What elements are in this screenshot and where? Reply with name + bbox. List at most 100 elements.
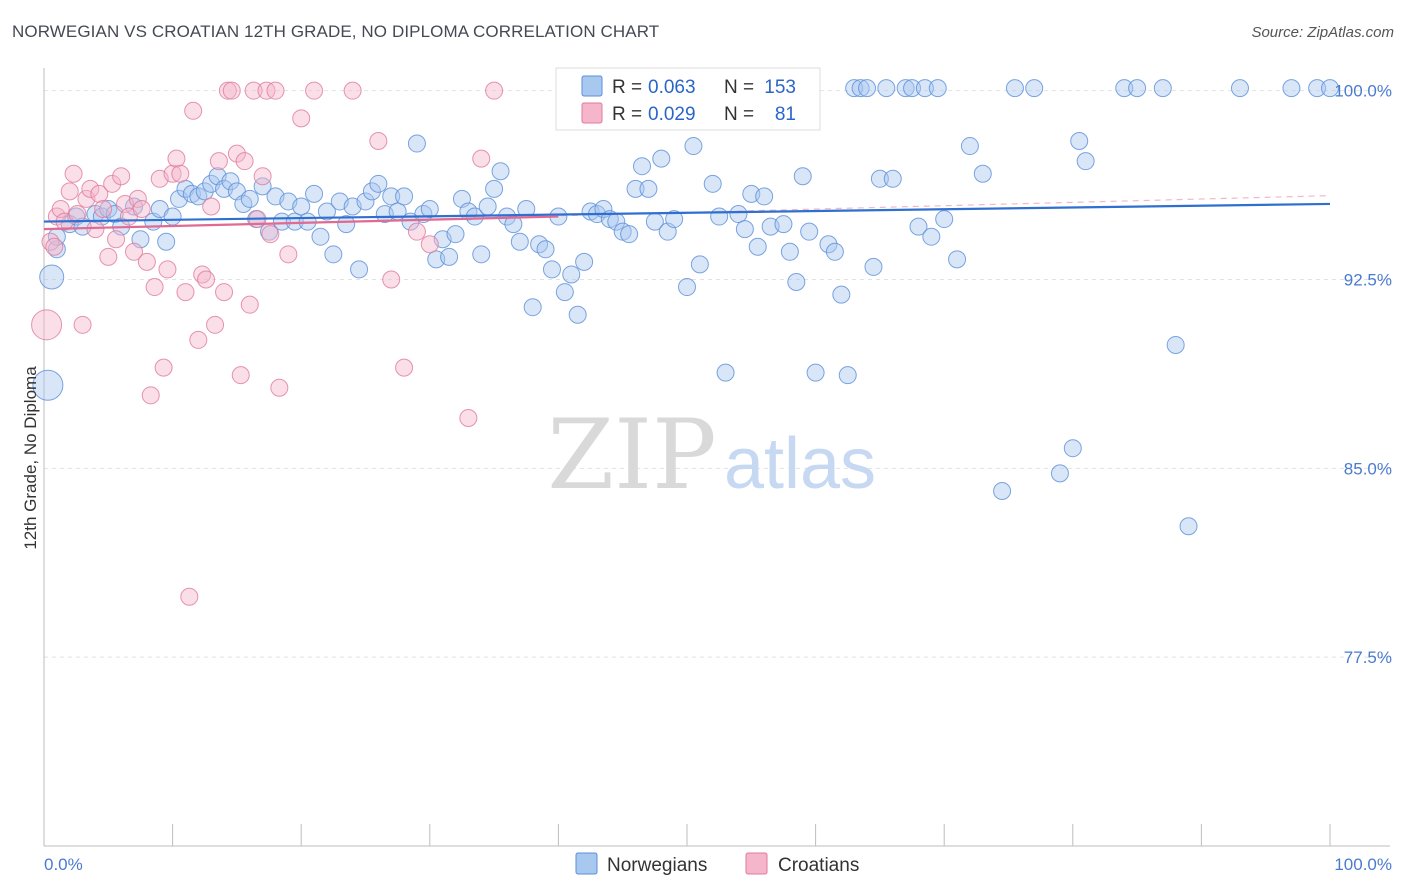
point-croatians	[472, 149, 491, 168]
point-croatians	[197, 270, 216, 289]
point-norwegians	[382, 187, 401, 206]
legend-r-value-2: 0.029	[648, 104, 696, 125]
point-norwegians	[864, 257, 883, 276]
point-norwegians	[317, 202, 336, 221]
point-norwegians	[324, 245, 343, 264]
point-norwegians	[407, 134, 426, 153]
point-norwegians	[819, 235, 838, 254]
point-croatians	[154, 358, 173, 377]
point-norwegians	[780, 242, 799, 261]
point-norwegians	[665, 210, 684, 229]
point-norwegians	[575, 252, 594, 271]
point-norwegians	[883, 169, 902, 188]
point-croatians	[270, 378, 289, 397]
point-croatians	[244, 81, 263, 100]
point-norwegians	[774, 215, 793, 234]
point-norwegians	[922, 227, 941, 246]
point-norwegians	[684, 137, 703, 156]
point-croatians	[407, 222, 426, 241]
point-norwegians	[1115, 79, 1134, 98]
point-croatians	[31, 309, 63, 341]
point-croatians	[231, 366, 250, 385]
point-norwegians	[1076, 152, 1095, 171]
point-norwegians	[1153, 79, 1172, 98]
point-norwegians	[838, 366, 857, 385]
point-norwegians	[491, 162, 510, 181]
x-tick-labels: 0.0% 100.0%	[44, 855, 1392, 874]
point-norwegians	[690, 255, 709, 274]
point-norwegians	[221, 172, 240, 191]
point-norwegians	[1179, 517, 1198, 536]
legend-r-label-2: R =	[612, 104, 642, 125]
point-norwegians	[960, 137, 979, 156]
point-norwegians	[729, 205, 748, 224]
point-norwegians	[909, 217, 928, 236]
legend-box: R = 0.063 N = 153 R = 0.029 N = 81	[555, 67, 821, 131]
point-norwegians	[356, 192, 375, 211]
point-norwegians	[1230, 79, 1249, 98]
y-tick-label: 77.5%	[1344, 648, 1392, 667]
point-norwegians	[446, 225, 465, 244]
point-norwegians	[851, 79, 870, 98]
trend-line-croatians	[43, 215, 559, 231]
point-norwegians	[973, 164, 992, 183]
point-norwegians	[935, 210, 954, 229]
point-croatians	[112, 167, 131, 186]
point-norwegians	[253, 177, 272, 196]
data-points	[31, 79, 1339, 606]
trend-lines	[43, 195, 1331, 231]
y-tick-label: 92.5%	[1344, 270, 1392, 289]
legend-swatch-norwegians	[581, 75, 603, 97]
point-norwegians	[478, 197, 497, 216]
point-croatians	[343, 81, 362, 100]
point-norwegians	[510, 232, 529, 251]
point-croatians	[459, 408, 478, 427]
point-norwegians	[485, 179, 504, 198]
point-croatians	[141, 386, 160, 405]
legend-n-value-2: 81	[775, 104, 796, 125]
point-norwegians	[1070, 132, 1089, 151]
bottom-legend-swatch-croatians	[745, 852, 768, 875]
point-croatians	[261, 225, 280, 244]
point-croatians	[128, 189, 147, 208]
point-norwegians	[542, 260, 561, 279]
point-croatians	[64, 164, 83, 183]
legend-n-label-1: N =	[724, 77, 754, 98]
bottom-legend-swatch-norwegians	[575, 852, 598, 875]
point-croatians	[279, 245, 298, 264]
point-norwegians	[993, 481, 1012, 500]
point-croatians	[86, 220, 105, 239]
point-croatians	[266, 81, 285, 100]
point-norwegians	[369, 174, 388, 193]
point-norwegians	[915, 79, 934, 98]
point-norwegians	[562, 265, 581, 284]
point-croatians	[94, 199, 113, 218]
point-norwegians	[652, 149, 671, 168]
point-norwegians	[703, 174, 722, 193]
point-croatians	[485, 81, 504, 100]
point-croatians	[103, 174, 122, 193]
point-croatians	[125, 242, 144, 261]
point-norwegians	[1166, 335, 1185, 354]
point-norwegians	[845, 79, 864, 98]
point-norwegians	[870, 169, 889, 188]
point-croatians	[202, 197, 221, 216]
point-norwegians	[1005, 79, 1024, 98]
point-norwegians	[311, 227, 330, 246]
point-norwegians	[472, 245, 491, 264]
point-norwegians	[39, 264, 65, 290]
point-norwegians	[1063, 439, 1082, 458]
point-croatians	[158, 260, 177, 279]
point-norwegians	[47, 240, 66, 259]
point-norwegians	[240, 189, 259, 208]
point-norwegians	[1282, 79, 1301, 98]
trend-line-norwegians	[43, 202, 1331, 223]
point-croatians	[206, 315, 225, 334]
point-croatians	[99, 247, 118, 266]
point-norwegians	[858, 79, 877, 98]
point-norwegians	[903, 79, 922, 98]
point-croatians	[382, 270, 401, 289]
point-croatians	[45, 237, 64, 256]
point-norwegians	[305, 184, 324, 203]
